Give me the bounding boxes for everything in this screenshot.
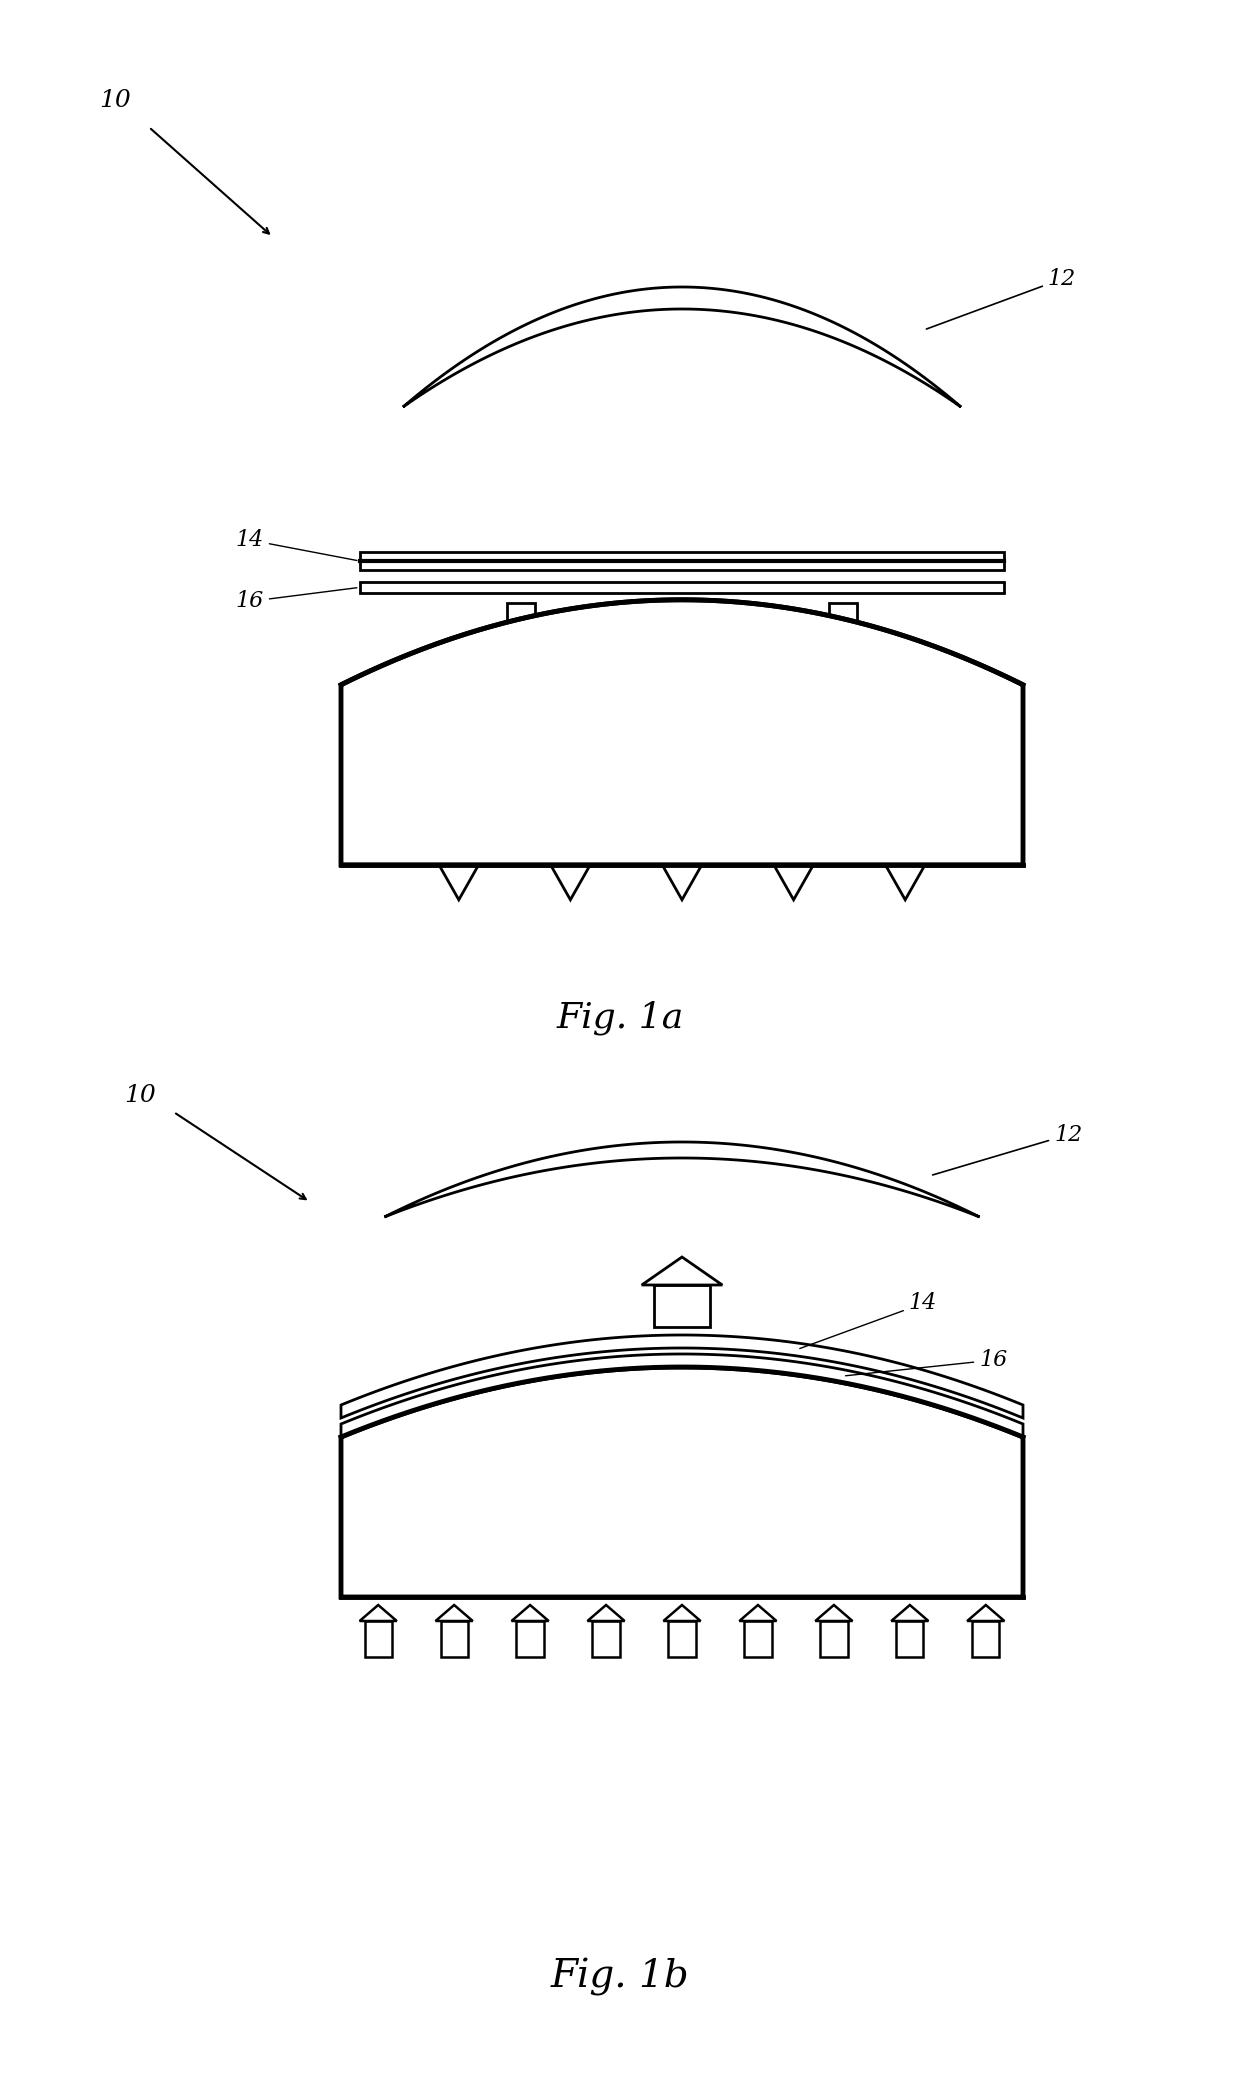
Text: Fig. 1b: Fig. 1b [551, 1958, 689, 1995]
Text: 12: 12 [932, 1123, 1083, 1175]
Polygon shape [892, 1605, 929, 1622]
Polygon shape [551, 864, 590, 899]
Polygon shape [503, 651, 538, 672]
Polygon shape [967, 1605, 1004, 1622]
FancyBboxPatch shape [360, 582, 1004, 593]
FancyBboxPatch shape [830, 603, 857, 651]
Polygon shape [360, 1605, 397, 1622]
Polygon shape [341, 1336, 1023, 1417]
Polygon shape [739, 1605, 776, 1622]
FancyBboxPatch shape [820, 1622, 847, 1657]
FancyBboxPatch shape [655, 1286, 711, 1327]
Polygon shape [663, 1605, 701, 1622]
Polygon shape [774, 864, 813, 899]
Text: 14: 14 [236, 528, 357, 561]
Polygon shape [588, 1605, 625, 1622]
Polygon shape [341, 1354, 1023, 1438]
Polygon shape [341, 599, 1023, 864]
Polygon shape [403, 288, 961, 407]
FancyBboxPatch shape [593, 1622, 620, 1657]
Text: 16: 16 [236, 589, 357, 611]
Polygon shape [511, 1605, 549, 1622]
Polygon shape [435, 1605, 472, 1622]
FancyBboxPatch shape [668, 1622, 696, 1657]
FancyBboxPatch shape [897, 1622, 924, 1657]
FancyBboxPatch shape [517, 1622, 543, 1657]
FancyBboxPatch shape [360, 551, 1004, 570]
FancyBboxPatch shape [744, 1622, 771, 1657]
Text: 10: 10 [124, 1083, 156, 1106]
Text: 10: 10 [99, 90, 131, 113]
FancyBboxPatch shape [668, 603, 696, 651]
Text: 12: 12 [926, 267, 1076, 330]
FancyBboxPatch shape [972, 1622, 999, 1657]
Polygon shape [816, 1605, 853, 1622]
Text: 16: 16 [846, 1348, 1007, 1375]
Polygon shape [384, 1142, 980, 1217]
FancyBboxPatch shape [440, 1622, 467, 1657]
Polygon shape [665, 651, 699, 672]
Polygon shape [341, 1367, 1023, 1597]
Polygon shape [826, 651, 861, 672]
FancyBboxPatch shape [507, 603, 534, 651]
Polygon shape [885, 864, 925, 899]
Polygon shape [642, 1256, 722, 1286]
FancyBboxPatch shape [365, 1622, 392, 1657]
Text: 14: 14 [800, 1292, 937, 1348]
Polygon shape [439, 864, 479, 899]
Polygon shape [662, 864, 702, 899]
Text: Fig. 1a: Fig. 1a [557, 1000, 683, 1035]
